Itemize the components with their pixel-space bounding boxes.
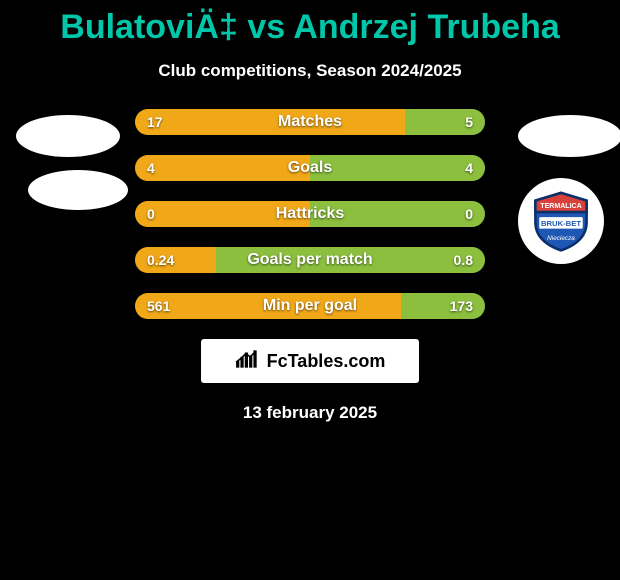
bar-left-fill [135,201,310,227]
bar-row: 00Hattricks [135,201,485,227]
shield-badge-icon: TERMALICA BRUK-BET Nieciecza [518,178,604,264]
bar-left-fill [135,247,216,273]
bar-chart-icon [235,348,261,375]
bar-left-fill [135,109,405,135]
bar-right-fill [310,155,485,181]
club-logo-right-2: TERMALICA BRUK-BET Nieciecza [518,178,604,264]
bar-left-fill [135,293,401,319]
date-text: 13 february 2025 [0,403,620,423]
brand-badge: FcTables.com [201,339,419,383]
page-title: BulatoviÄ‡ vs Andrzej Trubeha [0,0,620,47]
bar-row: 0.240.8Goals per match [135,247,485,273]
oval-icon [28,170,128,210]
shield-text-mid: BRUK-BET [541,219,581,228]
bar-left-fill [135,155,310,181]
bar-row: 175Matches [135,109,485,135]
bar-right-fill [216,247,486,273]
brand-text: FcTables.com [267,351,386,372]
oval-icon [518,115,620,157]
shield-text-top: TERMALICA [540,203,581,210]
bar-row: 561173Min per goal [135,293,485,319]
bar-row: 44Goals [135,155,485,181]
bar-right-fill [405,109,486,135]
shield-text-bottom: Nieciecza [547,235,575,242]
comparison-bars: 175Matches 44Goals 00Hattricks 0.240.8Goals… [135,109,485,319]
subtitle: Club competitions, Season 2024/2025 [0,61,620,81]
bar-right-fill [310,201,485,227]
shield-icon: TERMALICA BRUK-BET Nieciecza [529,189,593,253]
oval-icon [16,115,120,157]
bar-right-fill [401,293,485,319]
club-logo-left-2 [28,170,114,256]
